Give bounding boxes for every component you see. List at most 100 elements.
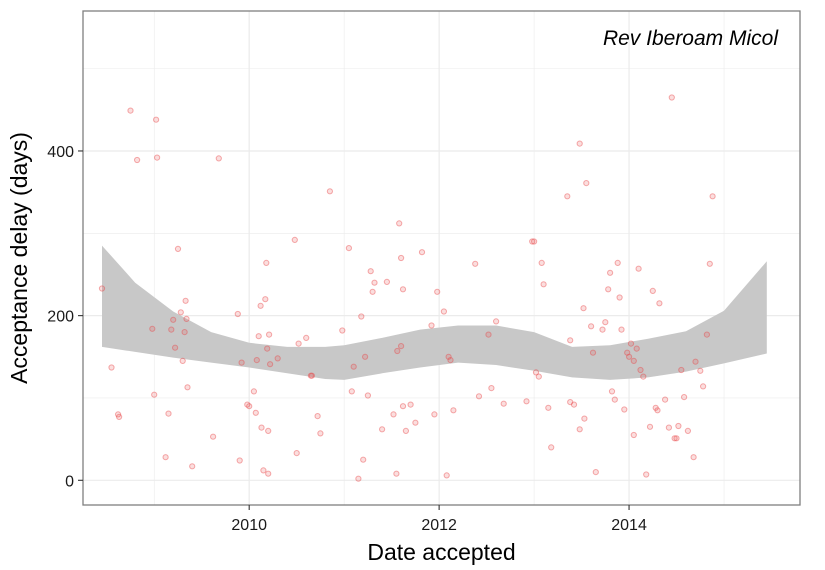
data-point: [383, 278, 390, 285]
data-point: [399, 403, 407, 410]
data-point: [396, 220, 403, 227]
data-point: [371, 279, 378, 286]
data-point: [567, 399, 574, 406]
data-point: [500, 400, 507, 407]
data-point: [618, 326, 625, 333]
data-point: [263, 259, 270, 266]
y-tick-label: 200: [47, 309, 74, 326]
data-point: [398, 343, 405, 350]
data-point: [646, 423, 654, 430]
data-point: [523, 398, 530, 405]
data-point: [608, 388, 616, 395]
data-point: [339, 327, 346, 334]
data-point: [314, 413, 321, 420]
data-point: [250, 388, 257, 395]
data-point: [210, 433, 217, 440]
data-point: [583, 180, 590, 187]
data-point: [151, 391, 158, 398]
data-point: [493, 318, 500, 325]
data-point: [127, 107, 134, 114]
data-point: [258, 424, 265, 431]
y-axis-ticks: 0 200 400: [47, 144, 83, 490]
data-point: [355, 475, 362, 482]
data-point: [697, 367, 704, 374]
data-point: [665, 424, 673, 431]
data-point: [643, 471, 650, 478]
data-points: [98, 94, 716, 482]
data-point: [360, 456, 367, 463]
data-point: [581, 415, 588, 422]
journal-annotation: Rev Iberoam Micol: [603, 27, 779, 50]
data-point: [668, 94, 675, 101]
data-point: [407, 401, 414, 408]
data-point: [580, 305, 587, 312]
data-point: [274, 355, 281, 362]
minor-gridlines-x: [153, 11, 725, 505]
data-point: [443, 472, 450, 479]
data-point: [238, 359, 245, 366]
data-point: [532, 369, 540, 376]
data-point: [576, 426, 583, 433]
data-point: [662, 396, 669, 403]
data-point: [215, 155, 222, 162]
major-gridlines-x: [248, 11, 630, 505]
data-point: [692, 358, 699, 365]
data-point: [358, 313, 365, 320]
data-point: [531, 238, 538, 245]
data-point: [367, 268, 374, 275]
data-point: [184, 384, 191, 391]
data-point: [168, 326, 175, 333]
data-point: [390, 411, 397, 418]
data-point: [488, 385, 495, 392]
data-point: [709, 193, 716, 200]
data-point: [440, 308, 447, 315]
data-point: [291, 236, 298, 243]
data-point: [576, 140, 583, 147]
data-point: [295, 340, 302, 347]
data-point: [485, 331, 492, 338]
data-point: [671, 435, 678, 442]
data-point: [621, 406, 628, 413]
data-point: [570, 401, 578, 408]
data-point: [293, 450, 300, 457]
data-point: [266, 331, 273, 338]
data-point: [172, 344, 179, 351]
data-point: [538, 259, 545, 266]
data-point: [412, 419, 419, 426]
data-point: [252, 409, 259, 416]
data-point: [700, 383, 707, 390]
data-point: [362, 353, 369, 360]
y-tick-label: 0: [65, 473, 74, 490]
data-point: [350, 363, 357, 370]
data-point: [307, 372, 314, 379]
data-point: [564, 193, 571, 200]
data-point: [236, 457, 243, 464]
data-point: [402, 427, 409, 434]
data-point: [246, 403, 253, 410]
data-point: [624, 349, 631, 356]
data-point: [626, 353, 633, 360]
smooth-confidence-band: [102, 245, 767, 380]
data-point: [116, 413, 123, 420]
data-point: [308, 372, 315, 379]
data-point: [364, 392, 371, 399]
data-point: [630, 357, 637, 364]
data-point: [703, 331, 711, 338]
data-point: [678, 366, 685, 374]
data-point: [611, 396, 618, 403]
data-point: [450, 407, 457, 414]
data-point: [652, 404, 659, 411]
data-point: [535, 373, 542, 380]
x-axis-ticks: 2010 2012 2014: [231, 505, 647, 534]
data-point: [398, 254, 405, 262]
data-point: [614, 259, 621, 266]
panel-border: [82, 10, 801, 506]
data-point: [262, 296, 269, 303]
data-point: [529, 238, 536, 245]
data-point: [434, 288, 441, 295]
data-point: [170, 316, 177, 323]
data-point: [154, 154, 161, 161]
data-point: [472, 260, 479, 267]
data-point: [348, 388, 355, 395]
